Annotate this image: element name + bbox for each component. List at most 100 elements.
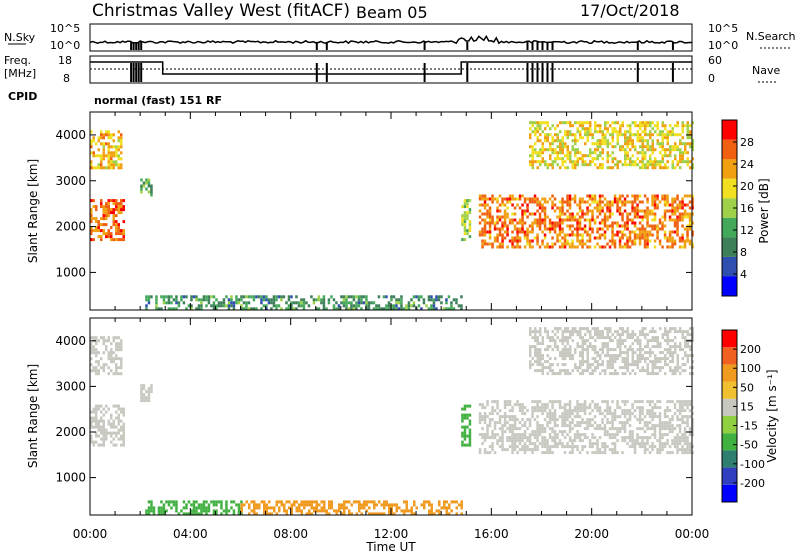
- data-cell: [563, 445, 567, 449]
- data-cell: [147, 393, 151, 397]
- data-cell: [631, 230, 634, 234]
- data-cell: [506, 215, 509, 219]
- data-cell: [588, 209, 592, 213]
- data-cell: [676, 448, 679, 452]
- data-cell: [553, 415, 557, 419]
- data-cell: [621, 327, 624, 331]
- data-cell: [437, 295, 441, 299]
- data-cell: [688, 442, 692, 446]
- data-cell: [611, 236, 614, 240]
- data-cell: [598, 448, 602, 452]
- data-cell: [102, 440, 105, 444]
- data-cell: [596, 448, 599, 452]
- data-cell: [593, 442, 597, 446]
- data-cell: [631, 133, 634, 137]
- data-cell: [245, 304, 248, 308]
- data-cell: [643, 430, 647, 434]
- data-cell: [598, 245, 602, 249]
- data-cell: [584, 142, 587, 146]
- data-cell: [653, 203, 657, 207]
- data-cell: [689, 345, 692, 349]
- data-cell: [656, 227, 659, 231]
- data-cell: [383, 512, 386, 516]
- data-cell: [338, 506, 341, 510]
- data-cell: [649, 121, 652, 125]
- data-cell: [538, 442, 542, 446]
- data-cell: [110, 136, 113, 140]
- data-cell: [180, 509, 183, 513]
- data-cell: [175, 307, 178, 311]
- data-cell: [481, 427, 484, 431]
- data-cell: [566, 194, 569, 198]
- data-cell: [305, 301, 308, 305]
- data-cell: [586, 136, 589, 140]
- data-cell: [544, 330, 547, 334]
- data-cell: [609, 133, 612, 137]
- data-cell: [559, 157, 562, 161]
- data-cell: [633, 215, 637, 219]
- data-cell: [674, 124, 677, 128]
- data-cell: [523, 406, 527, 410]
- data-cell: [604, 354, 607, 358]
- data-cell: [352, 295, 356, 299]
- data-cell: [117, 348, 120, 352]
- data-cell: [601, 351, 604, 355]
- data-cell: [95, 407, 98, 411]
- data-cell: [646, 424, 649, 428]
- data-cell: [307, 304, 311, 308]
- data-cell: [563, 236, 567, 240]
- data-cell: [583, 445, 587, 449]
- data-cell: [594, 333, 597, 337]
- data-cell: [623, 233, 627, 237]
- data-cell: [586, 163, 589, 167]
- data-cell: [115, 163, 118, 167]
- data-cell: [673, 242, 677, 246]
- data-cell: [518, 194, 522, 198]
- data-cell: [588, 221, 592, 225]
- data-cell: [561, 148, 564, 152]
- data-cell: [591, 369, 594, 373]
- data-cell: [686, 451, 689, 455]
- data-cell: [679, 366, 682, 370]
- data-cell: [616, 224, 619, 228]
- data-cell: [438, 509, 441, 513]
- data-cell: [656, 236, 659, 240]
- data-cell: [661, 442, 664, 446]
- data-cell: [115, 372, 118, 376]
- data-cell: [564, 348, 567, 352]
- data-cell: [691, 148, 694, 152]
- data-cell: [220, 506, 223, 510]
- data-cell: [604, 136, 607, 140]
- data-cell: [558, 215, 562, 219]
- data-cell: [681, 142, 684, 146]
- data-cell: [638, 227, 642, 231]
- data-cell: [546, 163, 549, 167]
- data-cell: [618, 430, 622, 434]
- data-cell: [659, 166, 662, 170]
- data-cell: [536, 200, 539, 204]
- data-cell: [115, 205, 118, 209]
- data-cell: [671, 133, 674, 137]
- data-cell: [280, 503, 283, 507]
- data-cell: [641, 357, 644, 361]
- data-cell: [95, 431, 98, 435]
- data-cell: [569, 130, 572, 134]
- data-cell: [593, 236, 597, 240]
- data-cell: [659, 360, 662, 364]
- data-cell: [260, 301, 263, 305]
- data-cell: [220, 503, 223, 507]
- data-cell: [664, 363, 667, 367]
- freq-gap-mark: [140, 63, 143, 82]
- data-cell: [115, 148, 118, 152]
- data-cell: [668, 209, 672, 213]
- data-cell: [541, 157, 544, 161]
- data-cell: [596, 354, 599, 358]
- data-cell: [678, 439, 682, 443]
- data-cell: [501, 445, 504, 449]
- data-cell: [546, 424, 549, 428]
- data-cell: [526, 427, 529, 431]
- data-cell: [488, 221, 492, 225]
- data-cell: [107, 229, 110, 233]
- data-cell: [97, 235, 100, 239]
- data-cell: [643, 445, 647, 449]
